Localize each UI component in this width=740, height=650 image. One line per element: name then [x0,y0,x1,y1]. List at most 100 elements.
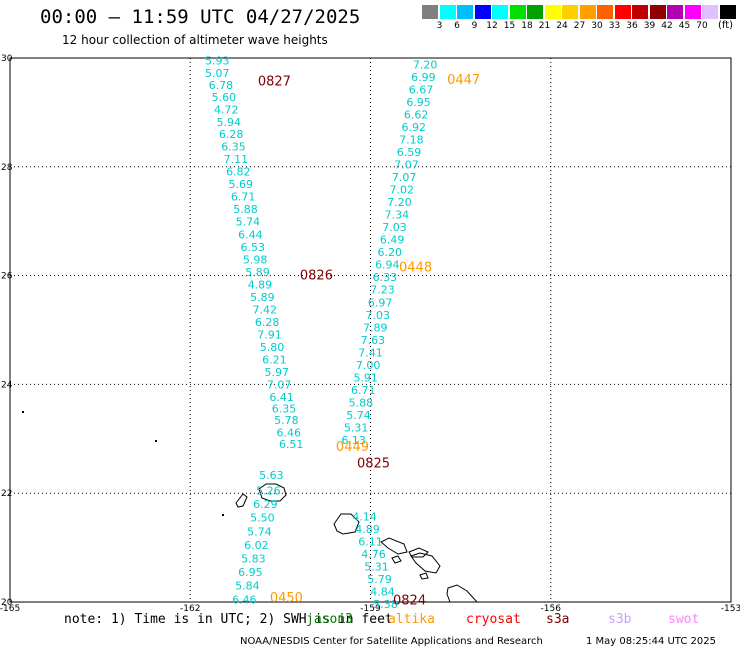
colorbar-swatch [684,5,701,19]
pass-time-label: 0450 [270,591,303,606]
wave-height-label: 6.71 [351,384,376,397]
wave-height-label: 5.84 [235,580,260,593]
wave-height-label: 6.95 [238,566,263,579]
wave-height-label: 5.91 [353,371,378,384]
colorbar-swatch [422,5,438,19]
wave-height-label: 6.33 [373,271,398,284]
colorbar-swatch [649,5,666,19]
wave-height-label: 6.67 [409,84,434,97]
wave-height-label: 5.88 [233,203,258,216]
chart-subtitle: 12 hour collection of altimeter wave hei… [62,33,328,47]
chart-title: 00:00 – 11:59 UTC 04/27/2025 [40,6,361,28]
wave-height-label: 6.35 [272,402,297,415]
colorbar-swatch [474,5,491,19]
colorbar-label: 9 [471,21,478,31]
wave-height-label: 6.46 [277,426,302,439]
colorbar-swatch [544,5,561,19]
wave-height-label: 5.98 [243,253,268,266]
wave-height-label: 5.31 [364,561,389,574]
wave-height-label: 5.38 [373,598,398,611]
wave-height-label: 4.72 [214,104,239,117]
wave-height-label: 7.03 [382,221,407,234]
wave-height-label: 4.14 [352,511,377,524]
colorbar-swatch [719,5,736,19]
wave-height-label: 7.18 [399,134,424,147]
pass-time-label: 0826 [300,269,333,284]
wave-height-label: 6.92 [402,121,427,134]
colorbar-swatch [579,5,596,19]
wave-height-label: 7.20 [413,59,438,72]
colorbar-swatch [667,5,683,19]
footer-credit: NOAA/NESDIS Center for Satellite Applica… [240,636,543,647]
x-tick-label: -162 [180,604,200,614]
footer-note: note: 1) Time is in UTC; 2) SWH is in fe… [64,612,393,627]
wave-height-label: 6.51 [279,438,304,451]
y-tick-label: 22 [1,489,12,499]
pass-time-label: 0825 [357,456,390,471]
wave-height-label: 7.07 [394,159,419,172]
wave-height-label: 6.28 [219,128,244,141]
island-outline [419,572,429,580]
wave-height-label: 5.60 [212,91,237,104]
wave-height-label: 6.20 [377,246,402,259]
colorbar-label: 42 [661,21,673,31]
wave-height-label: 6.44 [238,228,263,241]
satellite-label-cryosat: cryosat [466,612,521,627]
island-outline [235,493,248,508]
colorbar-swatch [509,5,526,19]
wave-height-label: 7.89 [363,321,388,334]
wave-height-label: 7.07 [267,378,292,391]
wave-height-label: 6.62 [404,109,429,122]
x-tick-label: -153 [721,604,740,614]
wave-height-label: 5.93 [205,55,230,68]
x-tick-label: -165 [0,604,20,614]
wave-height-label: 6.28 [255,316,280,329]
y-tick-label: 30 [1,54,13,64]
wave-height-label: 5.74 [236,216,261,229]
island-outline [333,513,360,535]
colorbar-label: 36 [626,21,638,31]
island-dot [155,440,157,442]
colorbar-swatch [632,5,648,19]
colorbar-units: (ft) [718,20,734,31]
colorbar-label: 6 [454,21,460,31]
wave-height-label: 5.89 [245,266,270,279]
wave-height-label: 6.82 [226,166,251,179]
wave-height-label: 5.97 [265,366,290,379]
wave-height-label: 7.11 [224,153,249,166]
wave-height-label: 7.03 [365,309,390,322]
wave-height-label: 7.07 [392,171,417,184]
colorbar-swatch [597,5,613,19]
wave-height-label: 5.74 [346,409,371,422]
satellite-label-swot: swot [668,612,700,627]
pass-time-label: 0827 [258,74,291,89]
satellite-label-jason3: jason3 [306,612,353,627]
colorbar-label: 33 [608,21,621,31]
wave-height-label: 4.84 [370,586,395,599]
colorbar-label: 27 [573,21,586,31]
colorbar-swatch [457,5,473,19]
colorbar-label: 18 [521,21,533,31]
wave-height-label: 6.99 [411,71,436,84]
wave-height-label: 5.88 [349,396,374,409]
island-dot [222,514,224,516]
colorbar-swatch [614,5,631,19]
wave-height-label: 5.94 [216,116,241,129]
island-outline [258,483,287,502]
footer-timestamp: 1 May 08:25:44 UTC 2025 [586,636,716,647]
pass-time-label: 0448 [399,260,432,275]
y-tick-label: 20 [1,598,13,608]
wave-height-label: 5.79 [367,573,392,586]
colorbar-swatch [527,5,543,19]
wave-height-label: 6.97 [368,296,393,309]
wave-height-label: 5.26 [256,484,281,497]
wave-height-label: 6.41 [269,391,294,404]
wave-height-label: 7.02 [389,184,414,197]
wave-height-label: 5.83 [241,552,266,565]
wave-height-label: 4.76 [361,548,386,561]
wave-height-label: 6.02 [244,539,269,552]
wave-height-label: 5.07 [205,67,230,80]
colorbar-label: 3 [436,21,443,31]
wave-height-label: 4.89 [355,523,380,536]
